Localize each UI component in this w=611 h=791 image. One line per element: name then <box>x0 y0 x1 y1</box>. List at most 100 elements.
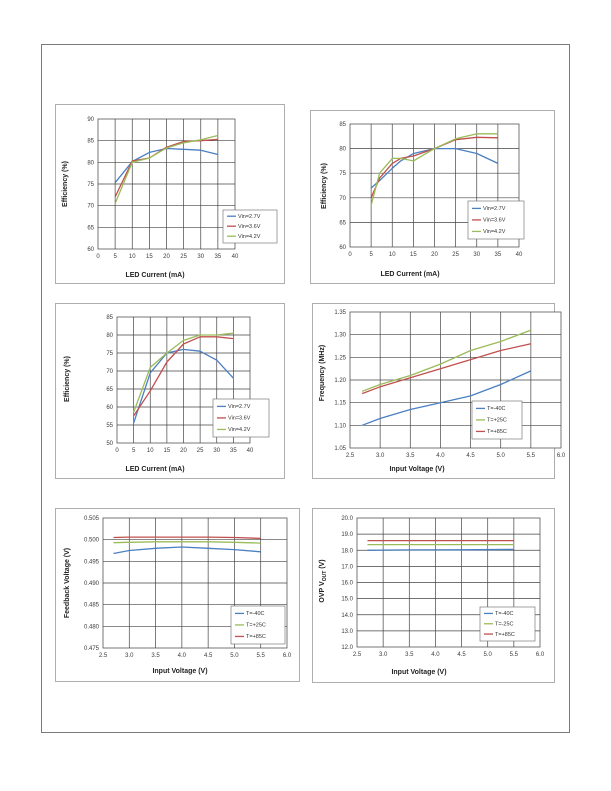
x-tick-label: 6.0 <box>557 453 566 459</box>
x-tick-label: 5.5 <box>527 453 536 459</box>
x-axis-label: Input Voltage (V) <box>391 669 446 676</box>
y-tick-label: 70 <box>339 196 346 202</box>
series-line-t-85c <box>113 536 261 540</box>
x-tick-label: 5.0 <box>230 653 239 659</box>
legend-label: T=+85C <box>495 632 515 638</box>
x-tick-label: 4.5 <box>204 653 213 659</box>
legend-label: T=+85C <box>246 634 266 640</box>
y-tick-label: 0.505 <box>84 516 100 522</box>
x-tick-label: 0 <box>115 448 119 454</box>
x-tick-label: 10 <box>389 252 396 258</box>
y-axis-label: Efficiency (%) <box>64 356 71 402</box>
y-tick-label: 70 <box>87 204 94 210</box>
x-tick-label: 25 <box>197 448 204 454</box>
legend-label: T=-40C <box>495 611 514 617</box>
legend-label: Vin=4.2V <box>228 427 251 433</box>
x-tick-label: 0 <box>96 254 100 260</box>
y-tick-label: 13.0 <box>341 629 353 635</box>
y-tick-label: 0.490 <box>84 581 100 587</box>
x-tick-label: 3.0 <box>379 652 388 658</box>
x-tick-label: 5.5 <box>257 653 266 659</box>
x-tick-label: 40 <box>247 448 254 454</box>
series-line-vin-2-7v <box>370 147 499 189</box>
y-tick-label: 90 <box>87 117 94 123</box>
legend-label: T=+25C <box>246 623 266 629</box>
series-line-t-25c <box>113 541 261 544</box>
y-tick-label: 80 <box>106 333 113 339</box>
y-tick-label: 15.0 <box>341 597 353 603</box>
x-axis-label: LED Current (mA) <box>125 466 184 473</box>
y-tick-label: 80 <box>87 160 94 166</box>
y-tick-label: 85 <box>339 122 346 128</box>
series-line-t-85c <box>361 343 532 395</box>
chart-efficiency-vs-current-2: 0 5 10 15 20 25 30 35 40 60 65 70 75 80 85 LED Current … <box>310 110 555 284</box>
legend-label: T=+85C <box>487 429 507 435</box>
y-tick-label: 65 <box>87 225 94 231</box>
x-tick-label: 30 <box>473 252 480 258</box>
y-tick-label: 55 <box>106 423 113 429</box>
series-line-t-40c <box>367 548 514 551</box>
chart-frequency-vs-voltage: 2.5 3.0 3.5 4.0 4.5 5.0 5.5 6.0 1.05 1.10 1.15 1.20… <box>312 303 566 479</box>
y-tick-label: 85 <box>87 139 94 145</box>
x-tick-label: 4.0 <box>431 652 440 658</box>
y-axis-label: Efficiency (%) <box>321 163 328 209</box>
x-tick-label: 20 <box>163 254 170 260</box>
legend-label: Vin=3.6V <box>238 224 261 230</box>
x-tick-label: 3.5 <box>405 652 414 658</box>
y-tick-label: 0.485 <box>84 603 100 609</box>
y-tick-label: 0.500 <box>84 538 100 544</box>
x-tick-label: 2.5 <box>346 453 355 459</box>
x-tick-label: 6.0 <box>536 652 545 658</box>
x-tick-label: 20 <box>431 252 438 258</box>
x-tick-label: 3.0 <box>376 453 385 459</box>
x-tick-label: 10 <box>147 448 154 454</box>
x-tick-label: 3.0 <box>125 653 134 659</box>
y-tick-label: 1.20 <box>334 378 346 384</box>
y-axis-label: Feedback Voltage (V) <box>64 548 71 618</box>
y-tick-label: 0.495 <box>84 559 100 565</box>
y-tick-label: 60 <box>339 245 346 251</box>
legend-label: T=-25C <box>495 622 514 628</box>
y-tick-label: 1.30 <box>334 333 346 339</box>
legend-label: Vin=3.6V <box>483 218 506 224</box>
y-tick-label: 85 <box>106 315 113 321</box>
series-line-vin-3-6v <box>114 138 218 198</box>
series-line-t-40c <box>361 370 532 426</box>
x-tick-label: 40 <box>516 252 523 258</box>
y-tick-label: 0.475 <box>84 646 100 652</box>
y-axis-label-subscript: OUT <box>322 571 328 582</box>
y-tick-label: 17.0 <box>341 564 353 570</box>
x-tick-label: 30 <box>213 448 220 454</box>
legend-label: Vin=4.2V <box>238 234 261 240</box>
y-tick-label: 60 <box>87 247 94 253</box>
y-tick-label: 14.0 <box>341 613 353 619</box>
legend-label: T=-40C <box>487 406 506 412</box>
x-tick-label: 35 <box>495 252 502 258</box>
series-line-vin-4-2v <box>132 332 234 413</box>
x-tick-label: 3.5 <box>406 453 415 459</box>
y-axis-label: OVP VOUT (V) <box>319 559 328 602</box>
chart-ovp-vs-voltage: 2.5 3.0 3.5 4.0 4.5 5.0 5.5 6.0 12.0 13.0 14.0 15.0… <box>312 508 555 683</box>
x-tick-label: 35 <box>230 448 237 454</box>
y-tick-label: 19.0 <box>341 532 353 538</box>
legend-label: Vin=2.7V <box>228 404 251 410</box>
legend-label: Vin=2.7V <box>238 214 261 220</box>
x-tick-label: 5 <box>113 254 117 260</box>
y-tick-label: 75 <box>87 182 94 188</box>
y-tick-label: 1.35 <box>334 310 346 316</box>
y-tick-label: 12.0 <box>341 645 353 651</box>
x-axis-label: Input Voltage (V) <box>152 668 207 675</box>
x-tick-label: 25 <box>452 252 459 258</box>
x-tick-label: 40 <box>232 254 239 260</box>
x-tick-label: 5.5 <box>510 652 519 658</box>
y-axis-label: Efficiency (%) <box>62 161 69 207</box>
legend-label: Vin=4.2V <box>483 229 506 235</box>
y-tick-label: 80 <box>339 147 346 153</box>
x-tick-label: 2.5 <box>353 652 362 658</box>
y-tick-label: 16.0 <box>341 581 353 587</box>
x-tick-label: 15 <box>164 448 171 454</box>
y-tick-label: 1.10 <box>334 423 346 429</box>
y-tick-label: 65 <box>339 220 346 226</box>
legend-label: T=+25C <box>487 418 507 424</box>
x-tick-label: 4.5 <box>466 453 475 459</box>
